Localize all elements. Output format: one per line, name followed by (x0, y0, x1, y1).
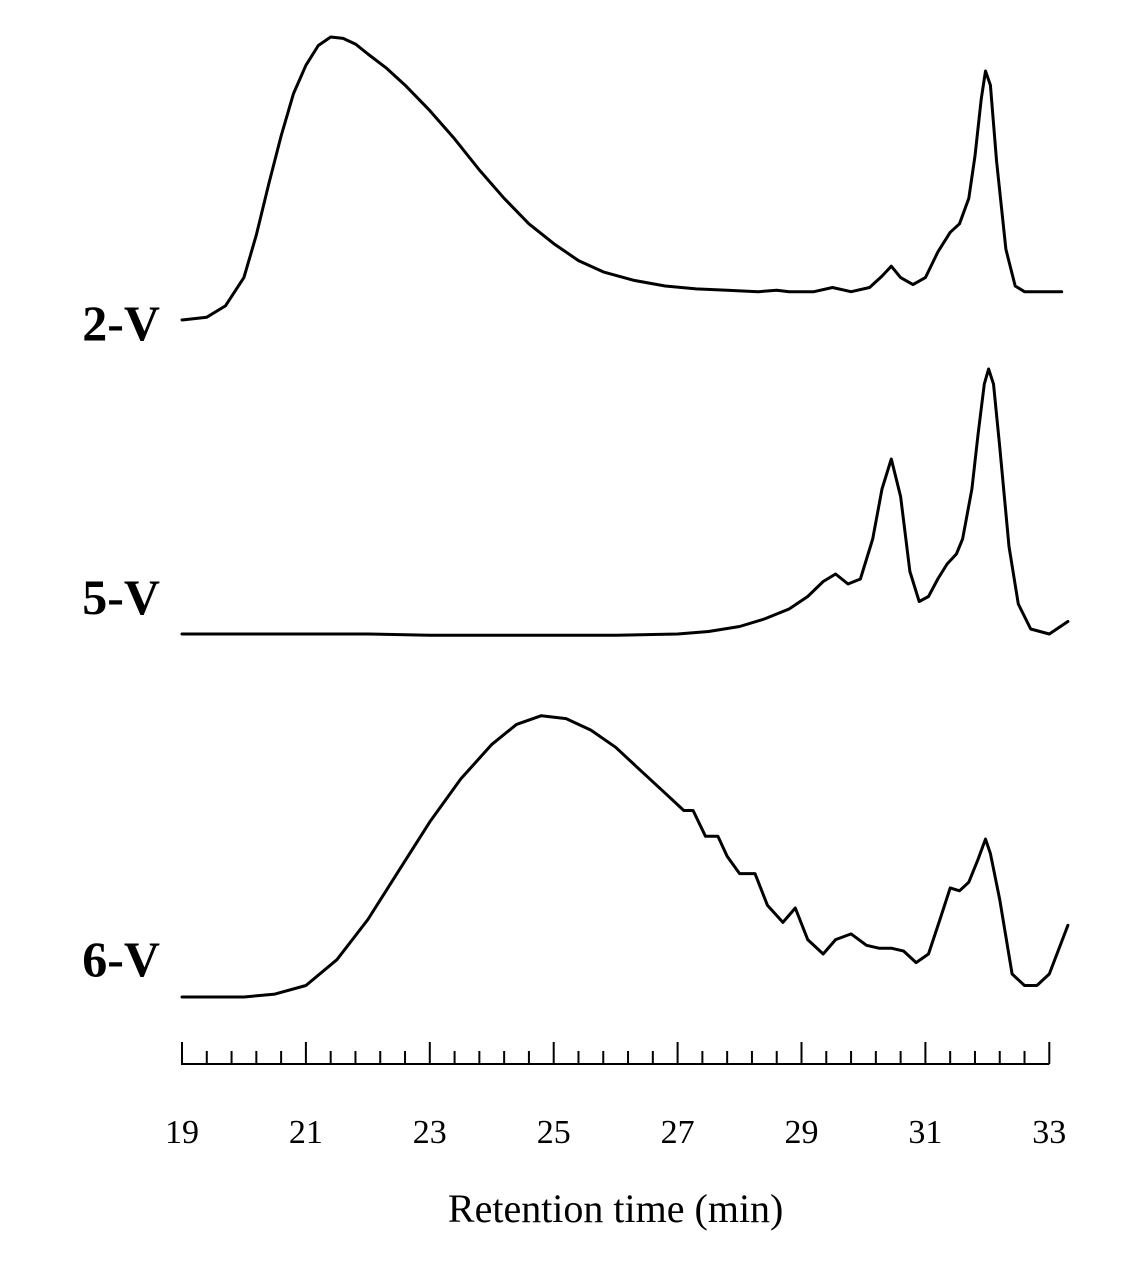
x-tick-label: 27 (661, 1114, 695, 1151)
series-label-2-v: 2-V (82, 295, 160, 351)
x-tick-label: 31 (908, 1114, 942, 1151)
x-axis-tick-labels: 19 21 23 25 27 29 31 33 (165, 1114, 1066, 1151)
trace-5-v (180, 367, 1070, 637)
x-axis-ticks (181, 1042, 1051, 1064)
x-axis-title: Retention time (min) (448, 1186, 784, 1231)
series-label-6-v: 6-V (82, 931, 160, 987)
x-tick-label: 25 (537, 1114, 571, 1151)
x-tick-label: 29 (785, 1114, 819, 1151)
chromatogram-traces (180, 35, 1070, 999)
series-labels: 2-V 5-V 6-V (82, 295, 160, 987)
x-tick-label: 23 (413, 1114, 447, 1151)
x-axis: 19 21 23 25 27 29 31 33 (165, 1042, 1066, 1151)
x-tick-label: 33 (1032, 1114, 1066, 1151)
x-tick-label: 19 (165, 1114, 199, 1151)
x-tick-label: 21 (289, 1114, 323, 1151)
trace-6-v (180, 714, 1070, 999)
series-label-5-v: 5-V (82, 569, 160, 625)
trace-2-v (180, 35, 1064, 322)
